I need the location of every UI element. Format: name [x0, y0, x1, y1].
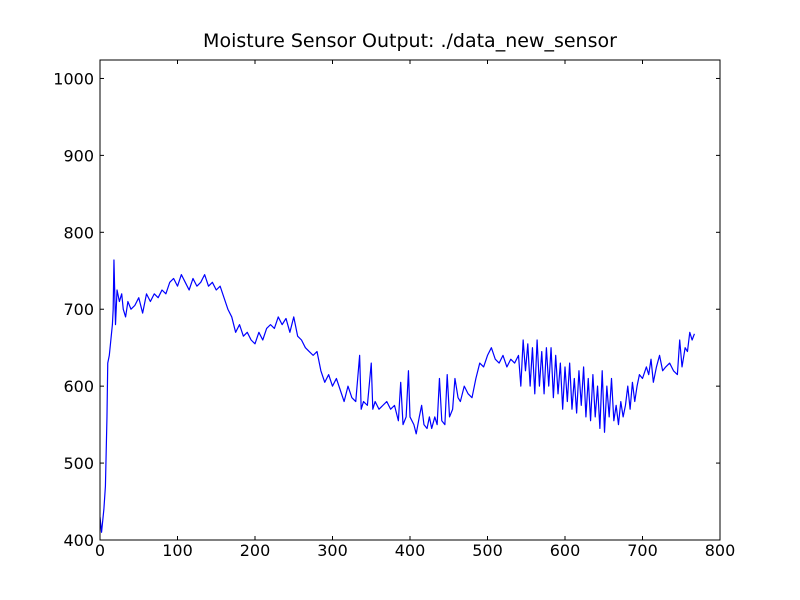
x-tick-label: 500: [472, 541, 503, 560]
x-tick-label: 600: [550, 541, 581, 560]
chart-title: Moisture Sensor Output: ./data_new_senso…: [203, 30, 617, 52]
x-tick-label: 0: [95, 541, 105, 560]
x-tick-label: 300: [317, 541, 348, 560]
y-tick-label: 600: [63, 377, 94, 396]
y-tick-label: 900: [63, 146, 94, 165]
data-line: [100, 259, 695, 533]
x-tick-label: 100: [162, 541, 193, 560]
x-tick-label: 200: [240, 541, 271, 560]
y-tick-label: 1000: [53, 69, 94, 88]
y-tick-label: 800: [63, 223, 94, 242]
x-tick-label: 700: [627, 541, 658, 560]
x-tick-label: 800: [705, 541, 736, 560]
x-tick-label: 400: [395, 541, 426, 560]
y-tick-label: 400: [63, 531, 94, 550]
y-tick-label: 500: [63, 454, 94, 473]
y-tick-label: 700: [63, 300, 94, 319]
